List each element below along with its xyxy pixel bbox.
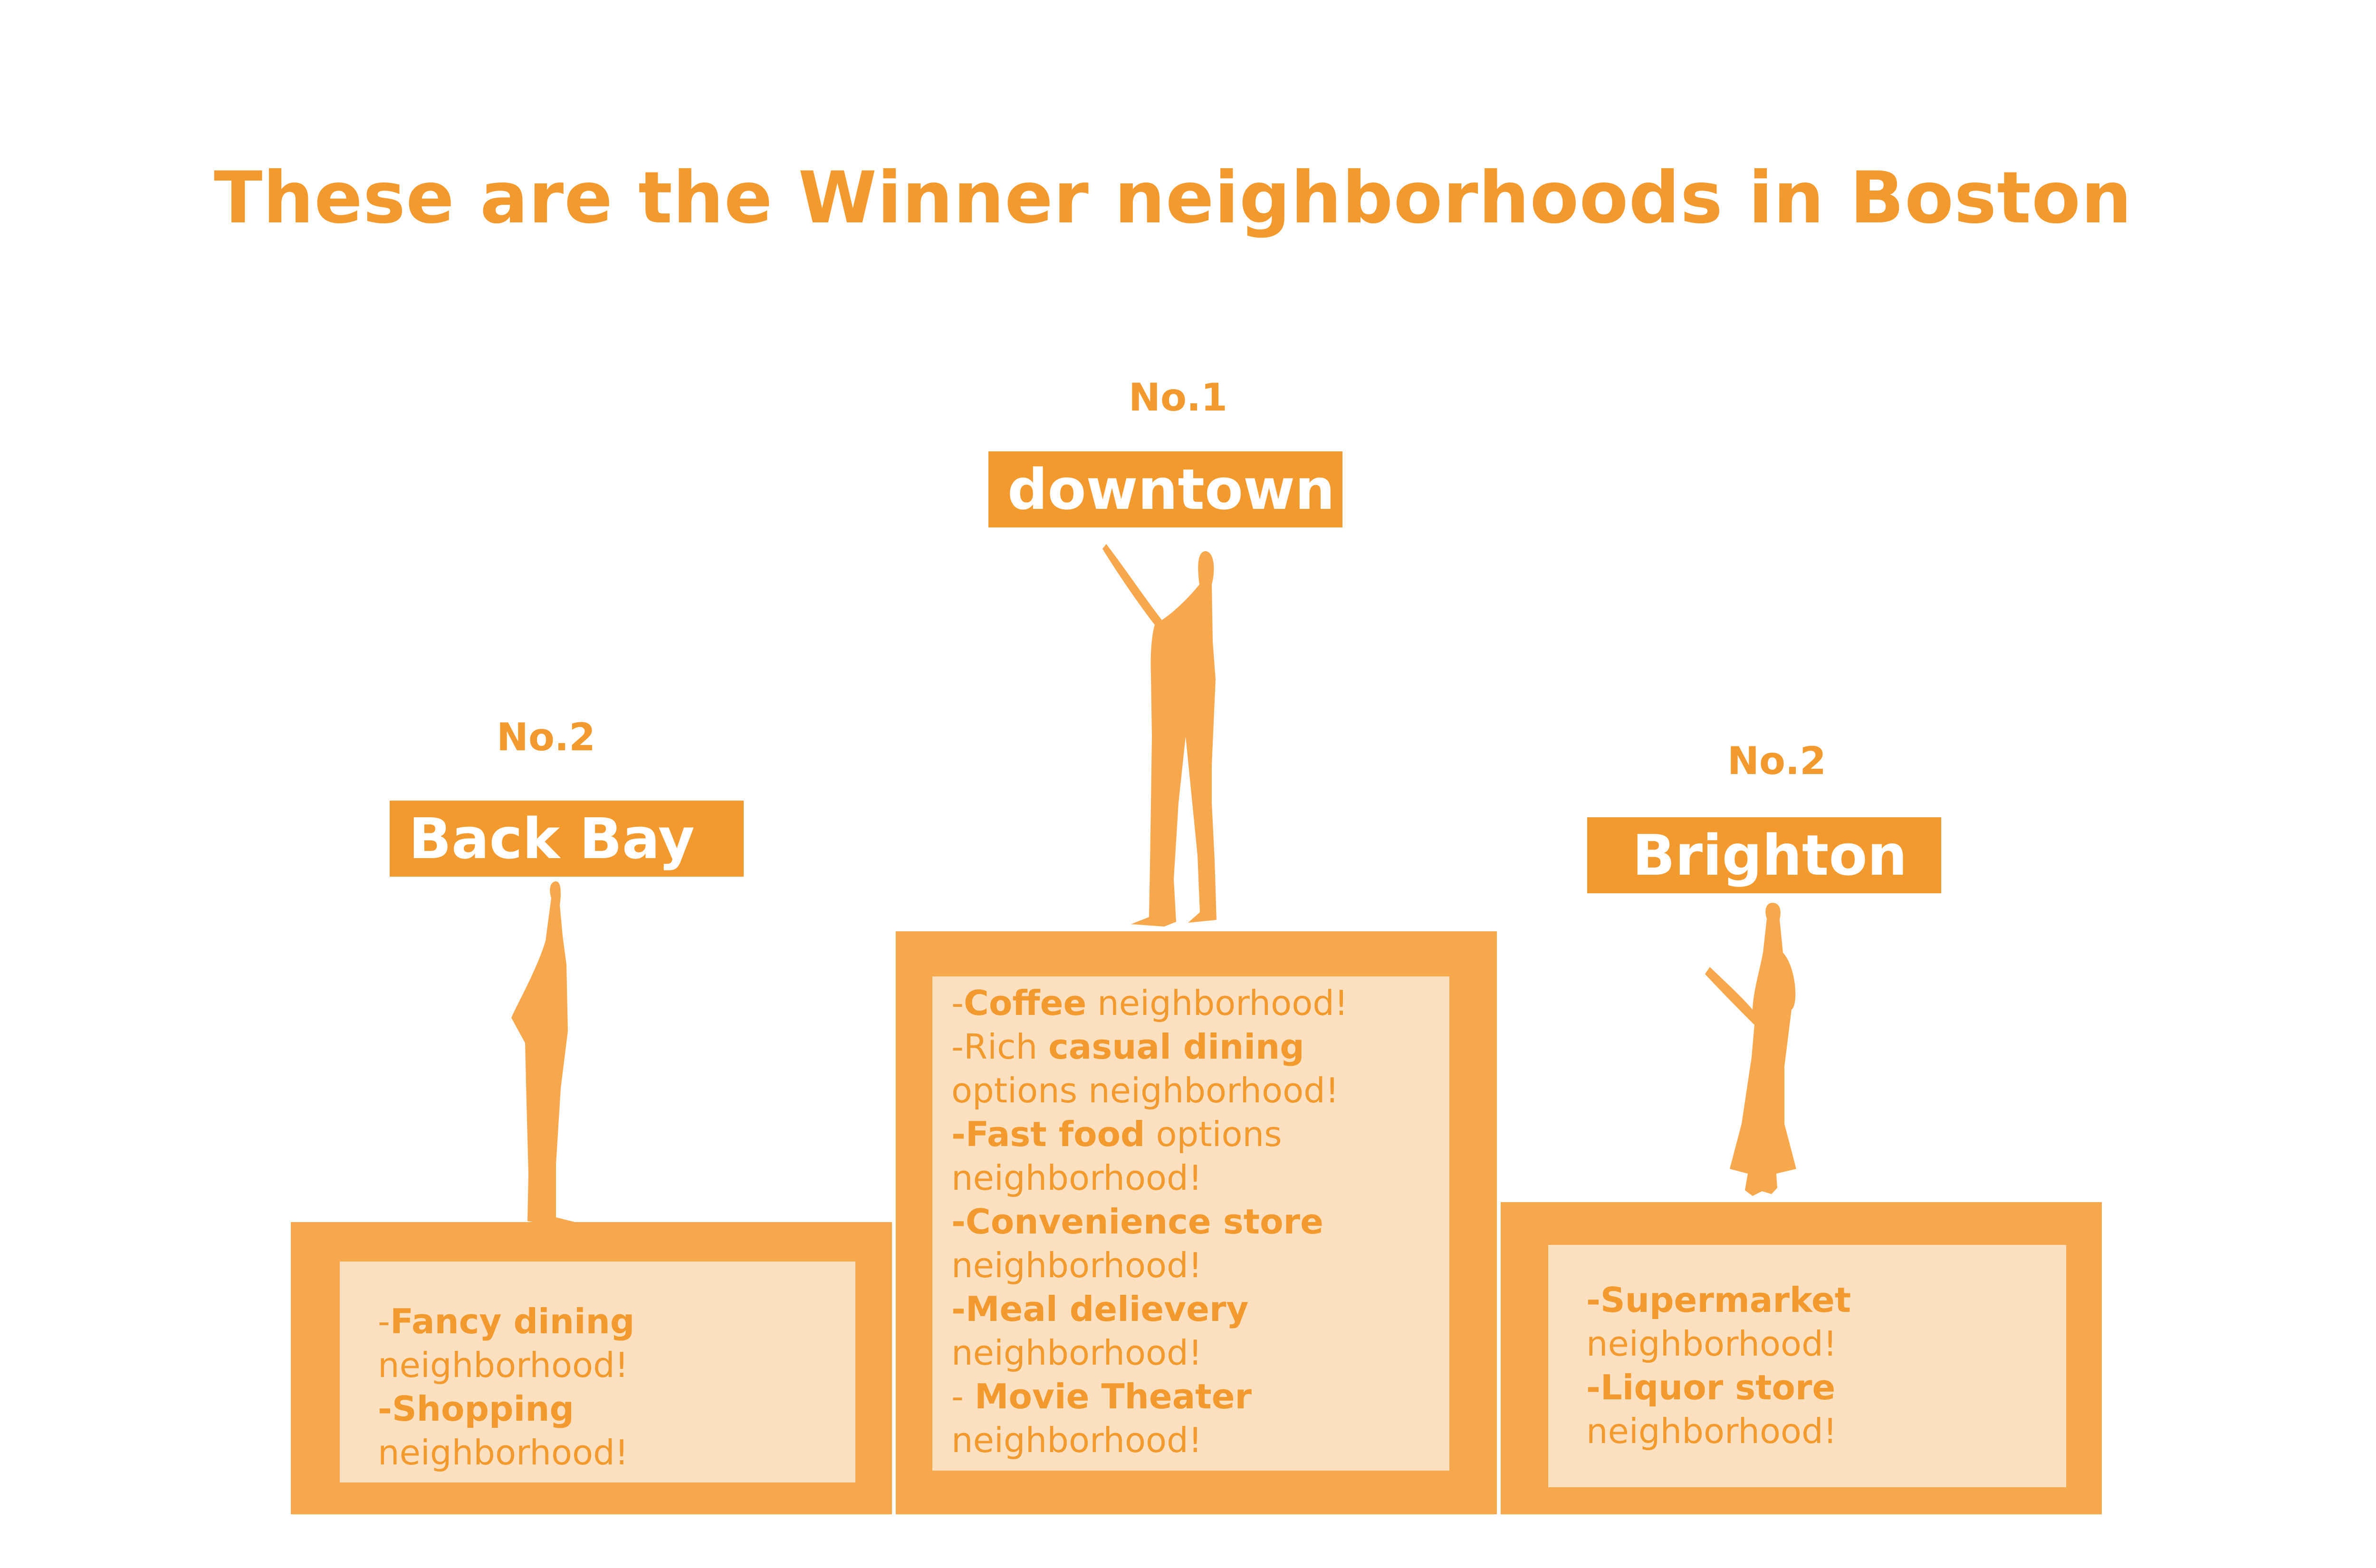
feature-item-back-bay: -Fancy dining neighborhood! (378, 1300, 644, 1387)
info-panel-downtown: -Coffee neighborhood! -Rich casual dining… (932, 976, 1449, 1471)
feature-highlight: -Meal delievery (951, 1289, 1249, 1329)
feature-suffix: neighborhood! (1086, 983, 1348, 1023)
feature-suffix: neighborhood! (1586, 1324, 1837, 1364)
feature-list-back-bay: -Fancy dining neighborhood! -Shopping nei… (378, 1300, 644, 1474)
feature-suffix: options neighborhood! (951, 1071, 1339, 1110)
feature-highlight: casual dining (1048, 1027, 1304, 1067)
feature-item-downtown: -Rich casual dining options neighborhood… (951, 1025, 1441, 1112)
feature-prefix: - (378, 1301, 390, 1341)
feature-highlight: Fancy dining (390, 1301, 635, 1341)
page-title: These are the Winner neighborhoods in Bo… (214, 157, 2132, 239)
feature-list-downtown: -Coffee neighborhood! -Rich casual dining… (951, 981, 1441, 1462)
feature-suffix: neighborhood! (951, 1420, 1202, 1460)
feature-prefix: -Rich (951, 1027, 1049, 1067)
feature-highlight: -Supermarket (1586, 1280, 1851, 1320)
neighborhood-label-back-bay: Back Bay (390, 801, 744, 877)
info-panel-brighton: -Supermarket neighborhood! -Liquor store … (1548, 1245, 2066, 1487)
feature-item-back-bay: -Shopping neighborhood! (378, 1387, 644, 1474)
info-panel-back-bay: -Fancy dining neighborhood! -Shopping nei… (340, 1262, 855, 1482)
feature-highlight: Movie Theater (974, 1377, 1252, 1416)
feature-highlight: -Liquor store (1586, 1367, 1836, 1407)
feature-item-downtown: -Coffee neighborhood! (951, 981, 1441, 1025)
feature-suffix: neighborhood! (378, 1433, 629, 1472)
feature-suffix: neighborhood! (951, 1245, 1202, 1285)
feature-suffix: neighborhood! (378, 1345, 629, 1385)
feature-highlight: -Shopping (378, 1389, 575, 1429)
feature-suffix: neighborhood! (951, 1333, 1202, 1373)
feature-suffix: neighborhood! (1586, 1411, 1837, 1451)
feature-item-downtown: -Meal delievery neighborhood! (951, 1287, 1441, 1375)
feature-suffix: options neighborhood! (951, 1114, 1282, 1198)
person-figure-back-bay (511, 881, 575, 1224)
feature-item-downtown: -Convenience store neighborhood! (951, 1200, 1441, 1287)
rank-label-back-bay: No.2 (497, 715, 595, 759)
rank-label-downtown: No.1 (1129, 375, 1227, 420)
person-figure-brighton (1705, 903, 1796, 1196)
feature-item-downtown: - Movie Theater neighborhood! (951, 1375, 1441, 1462)
feature-highlight: -Fast food (951, 1114, 1145, 1154)
feature-prefix: - (951, 983, 964, 1023)
rank-label-brighton: No.2 (1727, 739, 1826, 783)
feature-highlight: Coffee (963, 983, 1087, 1023)
feature-item-brighton: -Supermarket neighborhood! (1586, 1278, 1852, 1366)
neighborhood-label-brighton: Brighton (1587, 817, 1941, 893)
feature-list-brighton: -Supermarket neighborhood! -Liquor store … (1586, 1278, 1852, 1453)
feature-prefix: - (951, 1377, 975, 1416)
feature-item-brighton: -Liquor store neighborhood! (1586, 1366, 1852, 1453)
feature-item-downtown: -Fast food options neighborhood! (951, 1112, 1441, 1200)
feature-highlight: -Convenience store (951, 1202, 1323, 1242)
person-figure-downtown (1102, 544, 1217, 927)
neighborhood-label-downtown: downtown (988, 451, 1342, 527)
